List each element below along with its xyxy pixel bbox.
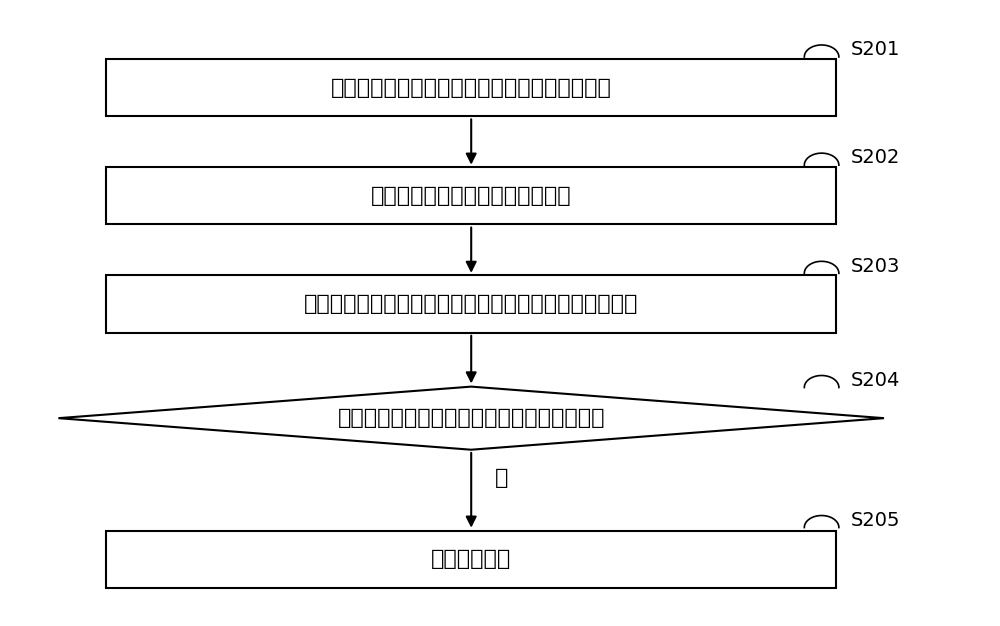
Text: S202: S202 — [850, 148, 900, 167]
Text: 根据目标音频信号判断机械部件是否发生故障: 根据目标音频信号判断机械部件是否发生故障 — [337, 408, 605, 428]
Text: 采集风机机舱内部的机械部件处的第一音频信号: 采集风机机舱内部的机械部件处的第一音频信号 — [331, 78, 612, 98]
Text: 发送报警信号: 发送报警信号 — [431, 550, 511, 570]
FancyBboxPatch shape — [106, 275, 836, 332]
Text: S201: S201 — [850, 40, 900, 59]
FancyBboxPatch shape — [106, 167, 836, 224]
Text: S203: S203 — [850, 257, 900, 275]
Text: 是: 是 — [495, 468, 509, 488]
Text: S205: S205 — [850, 511, 900, 530]
FancyBboxPatch shape — [106, 59, 836, 116]
FancyBboxPatch shape — [106, 531, 836, 588]
Text: 采集风机机舱内部的第二音频信号: 采集风机机舱内部的第二音频信号 — [371, 186, 572, 206]
Polygon shape — [58, 387, 884, 449]
Text: S204: S204 — [850, 371, 900, 390]
Text: 从第一音频信号中减去第二音频信号，获取目标音频信号: 从第一音频信号中减去第二音频信号，获取目标音频信号 — [304, 294, 638, 314]
